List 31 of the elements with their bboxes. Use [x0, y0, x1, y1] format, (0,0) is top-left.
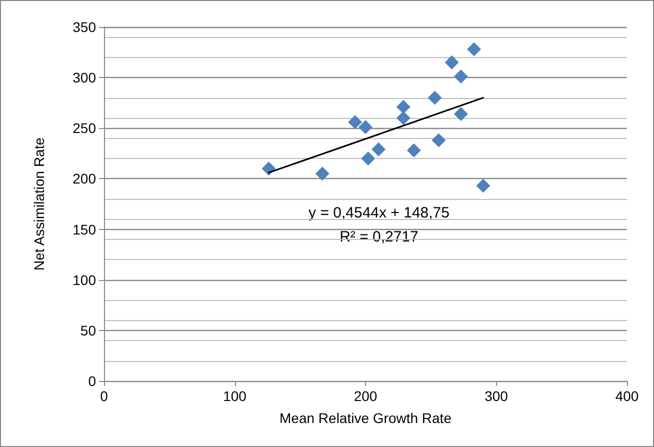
y-tick-label: 50 [80, 322, 96, 338]
x-tick-label: 0 [100, 388, 108, 404]
y-tick-label: 0 [88, 373, 96, 389]
point [444, 55, 459, 70]
point [406, 143, 421, 158]
point [432, 133, 446, 148]
point [476, 178, 490, 193]
point [454, 70, 468, 84]
point [361, 151, 376, 166]
point [262, 162, 276, 176]
point [396, 111, 410, 126]
y-tick-label: 100 [72, 272, 96, 288]
point [467, 42, 482, 56]
x-axis-title: Mean Relative Growth Rate [280, 410, 452, 426]
y-tick-label: 350 [72, 19, 96, 35]
y-tick-label: 250 [72, 120, 96, 136]
point [372, 142, 386, 156]
y-tick-label: 300 [72, 70, 96, 86]
point [396, 100, 410, 114]
point [315, 166, 330, 181]
point [358, 120, 372, 134]
x-tick-label: 400 [615, 388, 639, 404]
x-tick-label: 300 [484, 388, 508, 404]
y-tick-label: 150 [72, 221, 96, 238]
point [454, 106, 468, 121]
point [428, 90, 442, 105]
point [348, 115, 362, 130]
y-axis-title: Net Assimilation Rate [31, 137, 47, 271]
y-tick-label: 200 [72, 170, 96, 187]
x-tick-label: 200 [354, 388, 378, 404]
x-tick-label: 100 [223, 388, 247, 404]
